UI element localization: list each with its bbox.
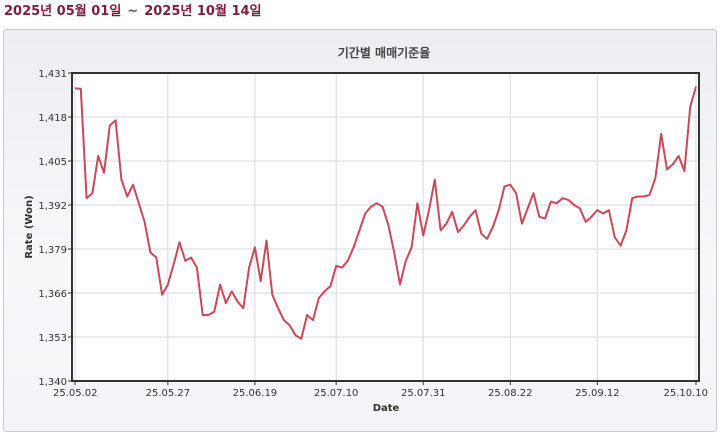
period-start: 2025년 05월 01일 <box>4 4 122 19</box>
y-tick-label: 1,431 <box>38 69 67 80</box>
y-axis-label: Rate (Won) <box>24 195 35 258</box>
x-tick-label: 25.05.02 <box>53 388 98 399</box>
y-tick-label: 1,405 <box>38 157 67 168</box>
period-end: 2025년 10월 14일 <box>144 4 262 19</box>
period-separator: ~ <box>127 4 139 19</box>
chart-title: 기간별 매매기준율 <box>338 45 431 60</box>
x-axis-ticks: 25.05.02 25.05.27 25.06.19 25.07.10 25.07.31… <box>53 381 708 399</box>
x-tick-label: 25.05.27 <box>146 388 191 399</box>
y-tick-label: 1,379 <box>38 245 67 256</box>
series-line <box>74 86 697 340</box>
plot-frame <box>71 72 700 382</box>
y-tick-label: 1,340 <box>38 377 67 388</box>
gridlines <box>72 72 699 382</box>
x-tick-label: 25.08.22 <box>488 388 533 399</box>
x-tick-label: 25.09.12 <box>575 388 620 399</box>
y-axis-ticks: 1,431 1,418 1,405 1,392 1,379 1,366 1,353 1,340 <box>38 69 72 388</box>
y-tick-label: 1,392 <box>38 201 67 212</box>
x-tick-label: 25.06.19 <box>233 388 278 399</box>
y-tick-label: 1,366 <box>38 289 67 300</box>
x-tick-label: 25.10.10 <box>663 388 708 399</box>
y-tick-label: 1,353 <box>38 333 67 344</box>
plot-area <box>72 73 699 381</box>
x-tick-label: 25.07.10 <box>314 388 359 399</box>
x-axis-label: Date <box>373 403 400 414</box>
x-tick-label: 25.07.31 <box>401 388 446 399</box>
y-tick-label: 1,418 <box>38 113 67 124</box>
period-range: 2025년 05월 01일 ~2025년 10월 14일 <box>4 2 262 22</box>
